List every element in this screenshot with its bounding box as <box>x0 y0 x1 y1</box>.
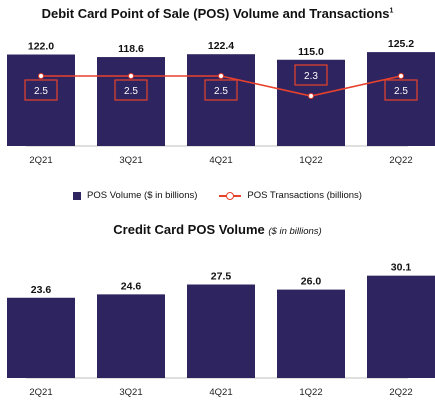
debit-transactions-label: 2.3 <box>304 71 318 82</box>
debit-bar <box>277 59 345 146</box>
legend-swatch-bar <box>73 191 82 200</box>
legend-label-pos-transactions: POS Transactions (billions) <box>247 190 362 201</box>
debit-transactions-point <box>128 73 134 79</box>
debit-transactions-point <box>218 73 224 79</box>
debit-bar <box>367 52 435 146</box>
debit-x-tick-label: 2Q21 <box>29 155 52 166</box>
debit-bar <box>97 57 165 146</box>
debit-bar-value-label: 122.0 <box>28 41 54 53</box>
debit-transactions-label-box <box>204 79 238 101</box>
credit-bar-value-label: 24.6 <box>121 280 142 292</box>
debit-x-tick-label: 3Q21 <box>119 155 142 166</box>
debit-chart-title: Debit Card Point of Sale (POS) Volume an… <box>0 6 435 21</box>
credit-x-tick-label: 2Q21 <box>29 387 52 398</box>
credit-bar-value-label: 23.6 <box>31 284 52 296</box>
legend-swatch-line <box>219 191 242 201</box>
credit-bar <box>7 297 75 378</box>
credit-bar-value-label: 26.0 <box>301 276 322 288</box>
debit-transactions-point <box>398 73 404 79</box>
credit-bar-value-label: 30.1 <box>391 262 412 274</box>
debit-transactions-point <box>308 93 314 99</box>
debit-transactions-label: 2.5 <box>394 86 408 97</box>
credit-bar <box>187 284 255 378</box>
legend-item-pos-volume: POS Volume ($ in billions) <box>73 190 197 201</box>
debit-chart-title-text: Debit Card Point of Sale (POS) Volume an… <box>41 6 390 21</box>
debit-transactions-label: 2.5 <box>214 86 228 97</box>
debit-chart-title-footnote: 1 <box>389 7 394 15</box>
credit-chart-title-text: Credit Card POS Volume <box>113 222 265 237</box>
debit-transactions-point <box>38 73 44 79</box>
credit-bar <box>367 275 435 378</box>
debit-chart: 122.0 2Q21 118.6 3Q21 122.4 4Q21 115.0 1Q22 125.… <box>7 38 435 166</box>
debit-x-tick-label: 2Q22 <box>389 155 412 166</box>
credit-bar-value-label: 27.5 <box>211 271 232 283</box>
legend-item-pos-transactions: POS Transactions (billions) <box>219 190 362 201</box>
debit-x-tick-label: 4Q21 <box>209 155 232 166</box>
credit-chart-title: Credit Card POS Volume ($ in billions) <box>0 222 435 237</box>
debit-transactions-label-box <box>294 64 328 86</box>
debit-transactions-label-box <box>384 79 418 101</box>
credit-x-tick-label: 3Q21 <box>119 387 142 398</box>
debit-chart-legend: POS Volume ($ in billions) POS Transacti… <box>0 190 435 201</box>
debit-transactions-label: 2.5 <box>34 86 48 97</box>
debit-bar-value-label: 115.0 <box>298 46 324 58</box>
credit-chart: 23.6 2Q21 24.6 3Q21 27.5 4Q21 26.0 1Q22 30.1 2Q22 <box>7 262 435 398</box>
debit-x-tick-label: 1Q22 <box>299 155 322 166</box>
credit-chart-title-note: ($ in billions) <box>268 226 322 237</box>
debit-transactions-label-box <box>24 79 58 101</box>
credit-x-tick-label: 2Q22 <box>389 387 412 398</box>
legend-label-pos-volume: POS Volume ($ in billions) <box>87 190 198 201</box>
credit-x-tick-label: 4Q21 <box>209 387 232 398</box>
debit-bar-value-label: 118.6 <box>118 43 144 55</box>
credit-x-tick-label: 1Q22 <box>299 387 322 398</box>
debit-transactions-label-box <box>114 79 148 101</box>
debit-bar-value-label: 122.4 <box>208 40 234 52</box>
credit-bar <box>277 289 345 378</box>
debit-transactions-label: 2.5 <box>124 86 138 97</box>
debit-bar-value-label: 125.2 <box>388 38 414 50</box>
credit-bar <box>97 294 165 378</box>
